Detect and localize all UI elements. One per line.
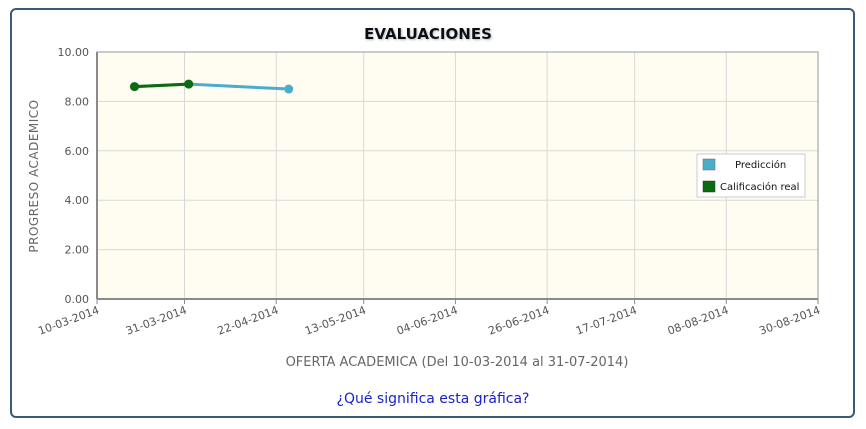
y-axis-label: PROGRESO ACADEMICO bbox=[27, 99, 41, 252]
x-tick-label: 26-06-2014 bbox=[487, 304, 552, 338]
y-tick-label: 0.00 bbox=[65, 293, 90, 306]
legend-swatch-calificacion-real bbox=[702, 180, 716, 193]
x-axis-label: OFERTA ACADEMICA (Del 10-03-2014 al 31-0… bbox=[286, 355, 629, 370]
legend-swatch-prediccion bbox=[702, 158, 716, 171]
data-point-predicci-n bbox=[284, 84, 294, 94]
x-tick-labels: 10-03-2014 31-03-2014 22-04-2014 13-05-2014… bbox=[36, 304, 822, 338]
y-tick-label: 10.00 bbox=[58, 46, 90, 59]
x-tick-label: 10-03-2014 bbox=[36, 304, 101, 338]
chart-title: EVALUACIONES bbox=[364, 25, 492, 43]
legend-label-prediccion: Predicción bbox=[735, 159, 786, 171]
y-tick-labels: 0.00 2.00 4.00 6.00 8.00 10.00 bbox=[58, 46, 90, 306]
x-tick-label: 17-07-2014 bbox=[574, 304, 639, 338]
x-tick-label: 04-06-2014 bbox=[395, 304, 460, 338]
x-tick-label: 22-04-2014 bbox=[216, 304, 281, 338]
data-point-calificaci-n-real bbox=[130, 82, 140, 92]
y-tick-label: 4.00 bbox=[65, 194, 90, 207]
series-layer bbox=[130, 79, 294, 94]
y-tick-label: 8.00 bbox=[65, 95, 90, 108]
legend-label-calificacion-real: Calificación real bbox=[720, 181, 799, 193]
x-tick-label: 08-08-2014 bbox=[666, 304, 731, 338]
y-tick-label: 2.00 bbox=[65, 244, 90, 257]
x-tick-label: 31-03-2014 bbox=[124, 304, 189, 338]
x-tick-label: 13-05-2014 bbox=[303, 304, 368, 338]
data-point-calificaci-n-real bbox=[184, 79, 194, 89]
legend: Predicción Calificación real bbox=[696, 153, 806, 198]
series-line-calificaci-n-real bbox=[133, 82, 191, 89]
y-tick-label: 6.00 bbox=[65, 145, 90, 158]
x-tick-label: 30-08-2014 bbox=[757, 304, 822, 338]
help-link[interactable]: ¿Qué significa esta gráfica? bbox=[336, 391, 530, 407]
